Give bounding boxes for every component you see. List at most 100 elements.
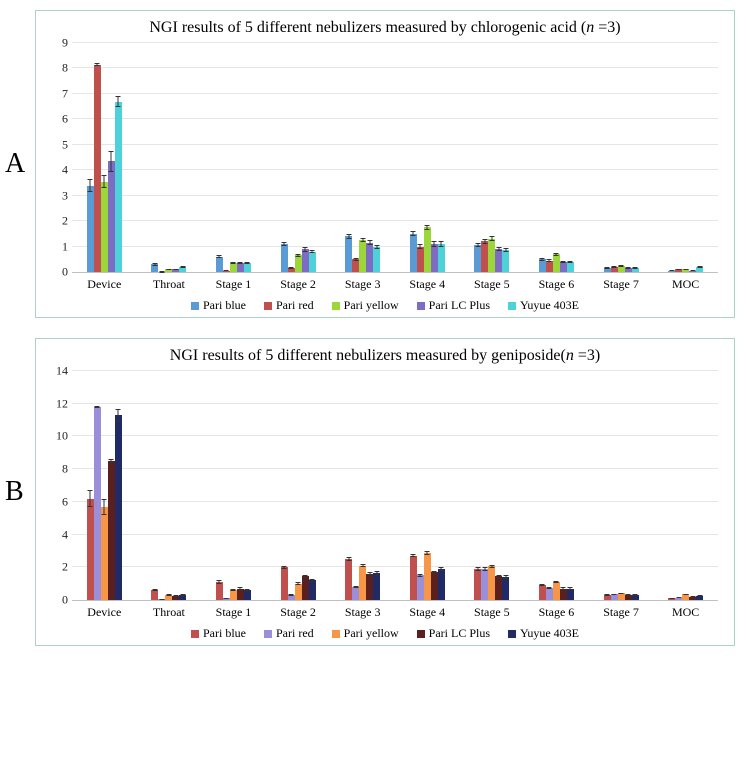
error-bar: [154, 589, 155, 591]
bar-group: [201, 43, 266, 272]
bar: [373, 573, 380, 600]
error-bar: [376, 571, 377, 574]
bar: [417, 575, 424, 600]
bar-wrap: [87, 43, 94, 272]
bar: [553, 582, 560, 600]
y-tick-label: 2: [48, 214, 68, 229]
bar-group: [201, 371, 266, 600]
error-bar: [484, 239, 485, 243]
bar: [87, 186, 94, 273]
bar-wrap: [417, 43, 424, 272]
bar-wrap: [668, 371, 675, 600]
bar-wrap: [689, 371, 696, 600]
error-bar: [607, 267, 608, 269]
y-tick-label: 5: [48, 137, 68, 152]
legend-label: Pari yellow: [344, 626, 399, 641]
error-bar: [355, 586, 356, 589]
bar: [560, 262, 567, 272]
bar: [546, 588, 553, 600]
bar-wrap: [179, 43, 186, 272]
error-bar: [233, 589, 234, 591]
x-tick-label: Throat: [137, 601, 202, 620]
legend-item: Pari blue: [191, 626, 246, 641]
bar: [366, 574, 373, 600]
bar-wrap: [373, 371, 380, 600]
legend-label: Pari LC Plus: [429, 626, 490, 641]
y-tick-label: 3: [48, 188, 68, 203]
bar: [244, 590, 251, 600]
error-bar: [441, 241, 442, 246]
error-bar: [671, 270, 672, 271]
bar: [417, 247, 424, 272]
error-bar: [291, 594, 292, 596]
bar-wrap: [682, 371, 689, 600]
error-bar: [226, 598, 227, 599]
bar: [560, 589, 567, 600]
x-tick-label: Device: [72, 273, 137, 292]
bar: [366, 243, 373, 272]
legend-item: Yuyue 403E: [508, 298, 579, 313]
error-bar: [549, 259, 550, 262]
bars-container: [72, 371, 718, 600]
bar: [410, 556, 417, 600]
bar-wrap: [216, 371, 223, 600]
chart-title-text: NGI results of 5 different nebulizers me…: [149, 19, 586, 36]
bar-wrap: [539, 371, 546, 600]
error-bar: [614, 266, 615, 268]
y-tick-label: 6: [48, 112, 68, 127]
legend-swatch: [332, 302, 340, 310]
error-bar: [284, 242, 285, 246]
bar: [281, 244, 288, 272]
bar-group: [330, 43, 395, 272]
legend-label: Yuyue 403E: [520, 626, 579, 641]
bar-group: [330, 371, 395, 600]
error-bar: [549, 587, 550, 589]
bar: [359, 566, 366, 600]
error-bar: [240, 587, 241, 590]
error-bar: [97, 406, 98, 408]
bar: [502, 250, 509, 272]
x-tick-label: Throat: [137, 273, 202, 292]
bar: [632, 595, 639, 600]
bar: [495, 249, 502, 272]
bar-wrap: [553, 43, 560, 272]
error-bar: [542, 584, 543, 586]
plot-area: 0123456789: [72, 43, 718, 273]
bar: [431, 244, 438, 272]
bar-wrap: [625, 371, 632, 600]
legend-item: Pari red: [264, 626, 314, 641]
error-bar: [491, 565, 492, 568]
chart-title-text: =3): [578, 347, 600, 364]
bar-wrap: [546, 43, 553, 272]
error-bar: [505, 248, 506, 252]
bar-wrap: [309, 43, 316, 272]
x-tick-label: Stage 6: [524, 273, 589, 292]
bar-wrap: [438, 43, 445, 272]
bar-wrap: [237, 371, 244, 600]
error-bar: [505, 575, 506, 578]
chart-title-n: n: [566, 347, 578, 364]
plot-area: 02468101214: [72, 371, 718, 601]
bar-wrap: [539, 43, 546, 272]
y-tick-label: 4: [48, 527, 68, 542]
bar-group: [266, 43, 331, 272]
bar-wrap: [302, 43, 309, 272]
legend: Pari bluePari redPari yellowPari LC Plus…: [48, 298, 722, 313]
bar: [625, 595, 632, 600]
x-tick-label: Stage 7: [589, 273, 654, 292]
x-tick-label: Stage 2: [266, 601, 331, 620]
bar: [309, 252, 316, 272]
bar-wrap: [546, 371, 553, 600]
error-bar: [247, 589, 248, 591]
error-bar: [90, 490, 91, 506]
bar: [345, 236, 352, 272]
error-bar: [168, 594, 169, 596]
error-bar: [678, 597, 679, 598]
bar-group: [460, 43, 525, 272]
error-bar: [90, 179, 91, 192]
bar: [309, 580, 316, 600]
legend-swatch: [508, 302, 516, 310]
bar: [682, 594, 689, 600]
bar-wrap: [431, 43, 438, 272]
error-bar: [427, 225, 428, 230]
